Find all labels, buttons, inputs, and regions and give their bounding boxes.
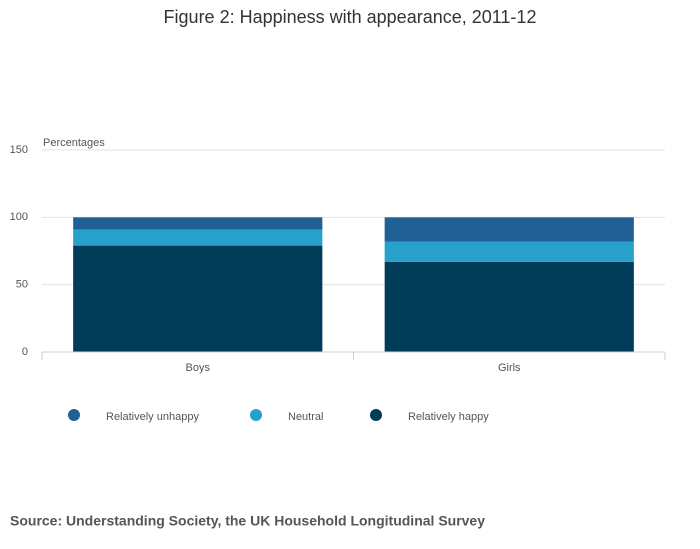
legend-marker <box>370 409 382 421</box>
legend-marker <box>250 409 262 421</box>
bar-segment <box>73 217 323 230</box>
y-tick-label: 100 <box>10 211 28 223</box>
legend-marker <box>68 409 80 421</box>
legend-label: Neutral <box>288 411 323 423</box>
bar-segment <box>384 241 634 262</box>
y-axis-label: Percentages <box>43 137 105 149</box>
y-tick-label: 0 <box>22 346 28 358</box>
x-tick-label: Girls <box>498 362 521 374</box>
bar-segment <box>73 245 323 352</box>
bar-segment <box>384 217 634 242</box>
y-tick-label: 150 <box>10 144 28 156</box>
y-tick-label: 50 <box>16 279 28 291</box>
chart-title: Figure 2: Happiness with appearance, 201… <box>164 7 537 27</box>
legend-label: Relatively happy <box>408 411 489 423</box>
legend-label: Relatively unhappy <box>106 411 199 423</box>
source: Source: Understanding Society, the UK Ho… <box>10 513 485 529</box>
bar-segment <box>73 229 323 246</box>
bar-segment <box>384 261 634 352</box>
x-tick-label: Boys <box>186 362 211 374</box>
